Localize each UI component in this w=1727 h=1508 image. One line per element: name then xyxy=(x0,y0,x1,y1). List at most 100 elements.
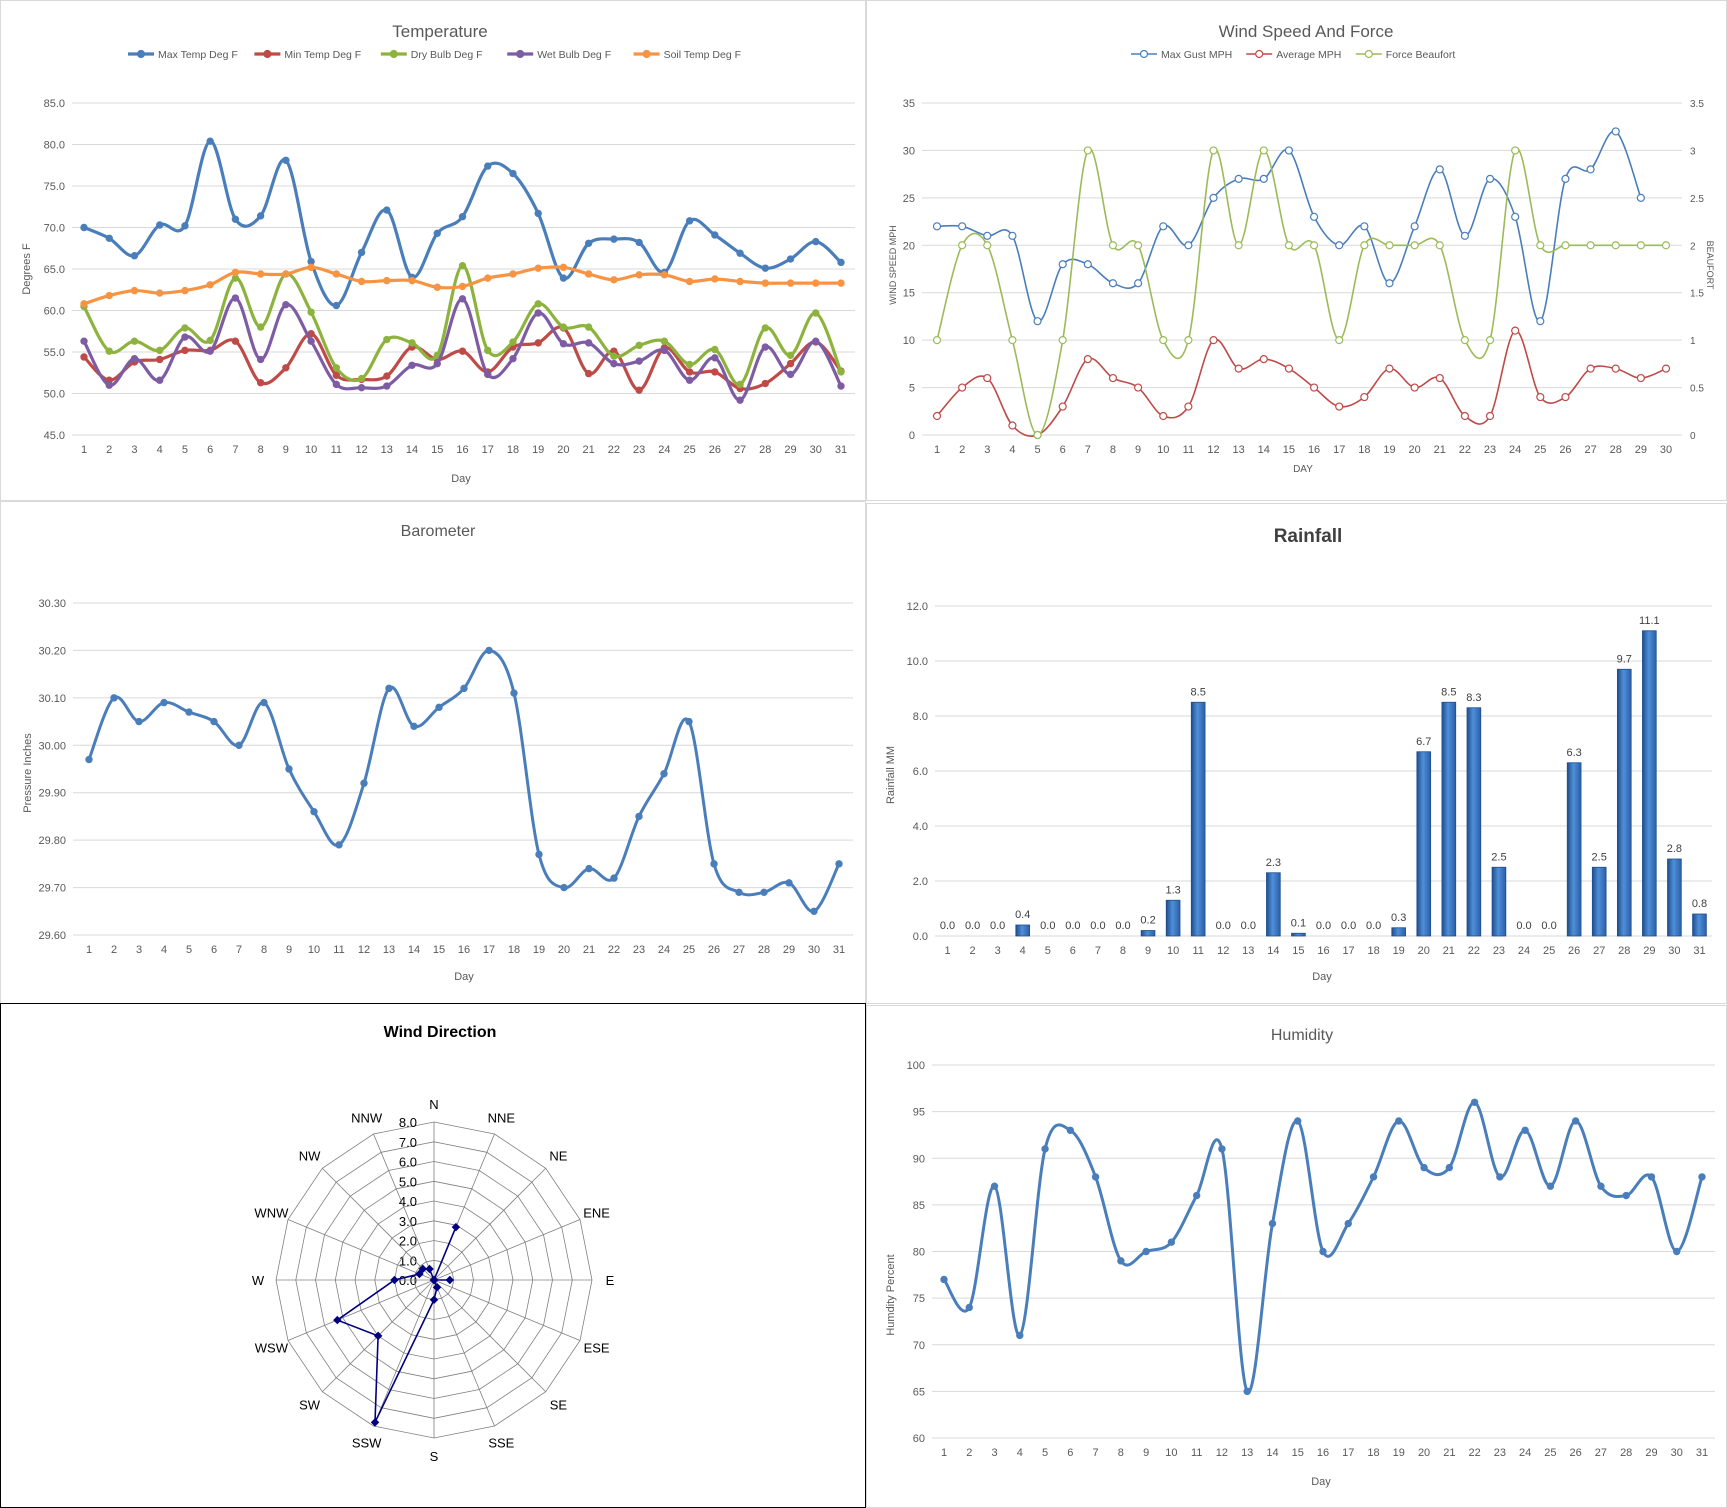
barometer-x-tick-label: 1 xyxy=(86,944,92,956)
humidity-x-tick-label: 11 xyxy=(1191,1447,1202,1459)
wind-point xyxy=(1284,364,1294,373)
wind-point xyxy=(1511,146,1520,155)
temperature-x-tick-label: 14 xyxy=(406,444,418,456)
rainfall-panel xyxy=(866,503,1727,1004)
rainfall-y-tick-label: 12.0 xyxy=(907,601,928,613)
barometer-point xyxy=(560,883,568,892)
radar-direction-label: SW xyxy=(299,1397,321,1412)
temperature-point xyxy=(660,346,669,355)
temperature-point xyxy=(307,263,315,272)
rainfall-data-label: 0.0 xyxy=(1090,920,1105,932)
barometer-point xyxy=(360,779,368,787)
wind-point xyxy=(958,383,967,392)
humidity-x-tick-label: 29 xyxy=(1645,1447,1657,1459)
temperature-legend-marker xyxy=(136,49,146,59)
wind-point xyxy=(1385,364,1394,373)
wind-point xyxy=(1661,241,1671,250)
temperature-point xyxy=(105,381,113,389)
wind-y2-tick-label: 0 xyxy=(1690,431,1696,442)
rainfall-x-tick-label: 19 xyxy=(1393,945,1405,957)
wind-point xyxy=(932,222,942,231)
rainfall-bar xyxy=(1291,932,1306,937)
radar-point xyxy=(445,1275,455,1285)
rainfall-bar xyxy=(1667,858,1682,937)
wind-point xyxy=(1033,317,1042,326)
wind-point xyxy=(1485,174,1495,183)
wind-y-tick-label: 5 xyxy=(909,383,915,395)
temperature-point xyxy=(433,359,441,368)
wind-point xyxy=(932,411,942,421)
temperature-x-tick-label: 19 xyxy=(532,444,544,456)
temperature-point xyxy=(635,271,643,279)
rainfall-x-tick-label: 18 xyxy=(1368,945,1380,957)
wind-point xyxy=(1234,364,1243,373)
temperature-y-tick-label: 85.0 xyxy=(44,98,65,110)
temperature-y-tick-label: 80.0 xyxy=(44,140,65,152)
radar-tick-label: 1.0 xyxy=(399,1253,417,1268)
wind-point xyxy=(1360,392,1369,402)
wind-point xyxy=(1184,402,1193,411)
temperature-point xyxy=(458,213,467,221)
temperature-x-tick-label: 4 xyxy=(157,444,163,456)
rainfall-data-label: 11.1 xyxy=(1639,615,1660,627)
rainfall-x-tick-label: 7 xyxy=(1095,945,1101,957)
temperature-point xyxy=(156,289,164,297)
wind-point xyxy=(1661,364,1671,373)
barometer-x-tick-label: 15 xyxy=(433,944,445,956)
temperature-point xyxy=(559,323,568,331)
barometer-x-tick-label: 17 xyxy=(483,944,495,956)
radar-direction-label: NE xyxy=(549,1149,567,1164)
temperature-point xyxy=(509,169,517,178)
wind-x-tick-label: 22 xyxy=(1459,444,1471,456)
rainfall-y-tick-label: 10.0 xyxy=(907,656,928,668)
barometer-x-tick-label: 24 xyxy=(658,944,670,956)
radar-spoke xyxy=(287,1219,435,1281)
temperature-point xyxy=(282,300,290,309)
temperature-x-tick-label: 21 xyxy=(583,444,595,456)
temperature-point xyxy=(711,275,719,283)
barometer-x-tick-label: 25 xyxy=(683,944,695,956)
rainfall-data-label: 6.3 xyxy=(1566,747,1581,759)
radar-direction-label: ESE xyxy=(584,1340,610,1355)
wind-point xyxy=(1611,127,1620,136)
wind-x-tick-label: 26 xyxy=(1559,444,1571,456)
rainfall-x-tick-label: 6 xyxy=(1070,945,1076,957)
rainfall-bar xyxy=(1591,866,1607,937)
wind-speed-panel xyxy=(866,0,1727,501)
humidity-x-tick-label: 15 xyxy=(1292,1447,1304,1459)
humidity-x-tick-label: 22 xyxy=(1468,1447,1480,1459)
wind-point xyxy=(1460,231,1469,240)
rainfall-y-tick-label: 2.0 xyxy=(913,876,928,888)
barometer-y-tick-label: 29.80 xyxy=(38,835,66,847)
rainfall-data-label: 0.0 xyxy=(1516,920,1531,932)
temperature-point xyxy=(181,333,189,341)
wind-point xyxy=(1410,222,1419,231)
temperature-point xyxy=(837,382,845,390)
rainfall-data-label: 2.5 xyxy=(1491,851,1506,863)
wind-legend-marker xyxy=(1364,49,1373,59)
rainfall-bar xyxy=(1190,701,1206,937)
temperature-point xyxy=(711,231,719,239)
temperature-point xyxy=(812,309,820,317)
temperature-point xyxy=(584,339,593,347)
wind-y2-tick-label: 2.5 xyxy=(1690,194,1704,205)
temperature-point xyxy=(685,376,694,384)
temperature-point xyxy=(761,343,769,351)
temperature-point xyxy=(181,286,189,295)
barometer-x-tick-label: 23 xyxy=(633,944,645,956)
humidity-point xyxy=(940,1275,948,1284)
wind-x-tick-label: 3 xyxy=(984,444,990,456)
wind-x-tick-label: 28 xyxy=(1610,444,1622,456)
rainfall-data-label: 6.7 xyxy=(1416,736,1431,748)
temperature-x-tick-label: 2 xyxy=(106,444,112,456)
wind-x-tick-label: 23 xyxy=(1484,444,1496,456)
barometer-point xyxy=(585,864,593,873)
humidity-point xyxy=(1192,1191,1201,1200)
radar-direction-label: SSE xyxy=(488,1436,514,1451)
humidity-point xyxy=(965,1303,973,1312)
wind-point xyxy=(983,231,992,240)
rainfall-data-label: 0.0 xyxy=(1065,920,1080,932)
temperature-point xyxy=(408,361,416,369)
humidity-x-tick-label: 17 xyxy=(1342,1447,1354,1459)
humidity-panel xyxy=(866,1005,1727,1508)
